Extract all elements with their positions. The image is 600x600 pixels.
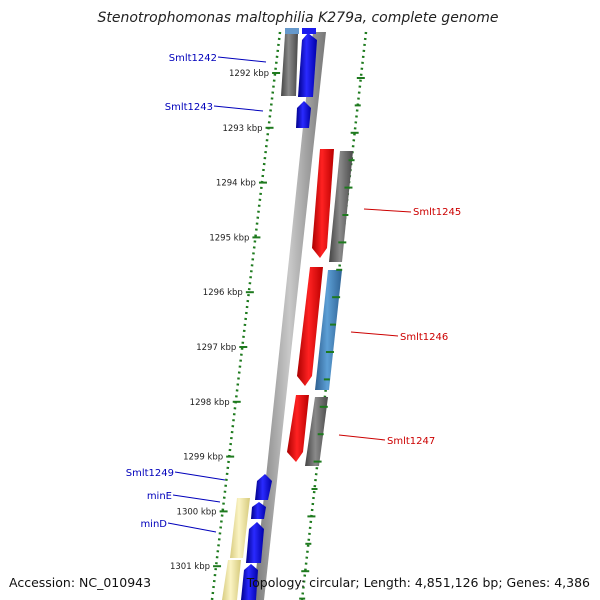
tick-label: 1294 kbp	[216, 179, 256, 189]
blast-hit-yellow-1	[230, 498, 250, 558]
tick-label: 1295 kbp	[209, 233, 249, 243]
accession-text: Accession: NC_010943	[9, 575, 151, 590]
leader-smlt1245	[363, 208, 412, 213]
gene-label-minD[interactable]: minD	[140, 519, 167, 530]
cds-bottom-partial	[241, 564, 258, 600]
leader-smlt1247	[338, 434, 386, 441]
leader-smlt1246	[350, 331, 399, 337]
cds-minE	[251, 502, 266, 519]
cds-smlt1245	[312, 149, 334, 258]
cds-smlt1243	[296, 101, 311, 128]
leader-minE	[172, 494, 221, 503]
tick-label: 1300 kbp	[177, 507, 217, 517]
tick-label: 1298 kbp	[190, 398, 230, 408]
blast-hit-yellow-2	[222, 560, 241, 600]
cds-smlt1247	[287, 395, 309, 462]
gene-label-smlt1249[interactable]: Smlt1249	[126, 468, 174, 479]
leader-smlt1249	[174, 471, 226, 481]
blast-hit-steel-1246	[315, 270, 342, 390]
blast-hit-gray-1242	[281, 34, 298, 96]
gene-label-smlt1245[interactable]: Smlt1245	[413, 207, 461, 218]
gene-label-smlt1242[interactable]: Smlt1242	[169, 53, 217, 64]
blast-hit-top-partial	[285, 28, 299, 34]
cds-top-partial	[302, 28, 316, 34]
cds-minD	[246, 522, 264, 563]
topology-summary-text: Topology: circular; Length: 4,851,126 bp…	[246, 575, 590, 590]
tick-label: 1299 kbp	[183, 453, 223, 463]
tick-label: 1293 kbp	[222, 124, 262, 134]
tick-marks: 1292 kbp 1293 kbp 1294 kbp 1295 kbp 1296 kbp…	[170, 69, 365, 600]
blast-hit-gray-1247	[305, 397, 328, 466]
gene-label-smlt1246[interactable]: Smlt1246	[400, 332, 448, 343]
cds-smlt1242	[298, 33, 317, 97]
map-title: Stenotrophomonas maltophilia K279a, comp…	[98, 10, 499, 26]
gene-label-smlt1243[interactable]: Smlt1243	[165, 102, 213, 113]
gene-label-smlt1247[interactable]: Smlt1247	[387, 436, 435, 447]
tick-label: 1296 kbp	[203, 288, 243, 298]
tick-label: 1297 kbp	[196, 343, 236, 353]
cds-smlt1246	[297, 267, 323, 386]
leader-minD	[167, 522, 217, 533]
tick-label: 1301 kbp	[170, 562, 210, 572]
cds-smlt1249	[255, 474, 272, 500]
blast-hit-gray-1245	[329, 151, 353, 262]
backbone-ring	[253, 32, 326, 600]
leader-smlt1243	[213, 105, 264, 112]
leader-smlt1242	[217, 56, 267, 63]
tick-label: 1292 kbp	[229, 69, 269, 79]
gene-label-minE[interactable]: minE	[147, 491, 172, 502]
